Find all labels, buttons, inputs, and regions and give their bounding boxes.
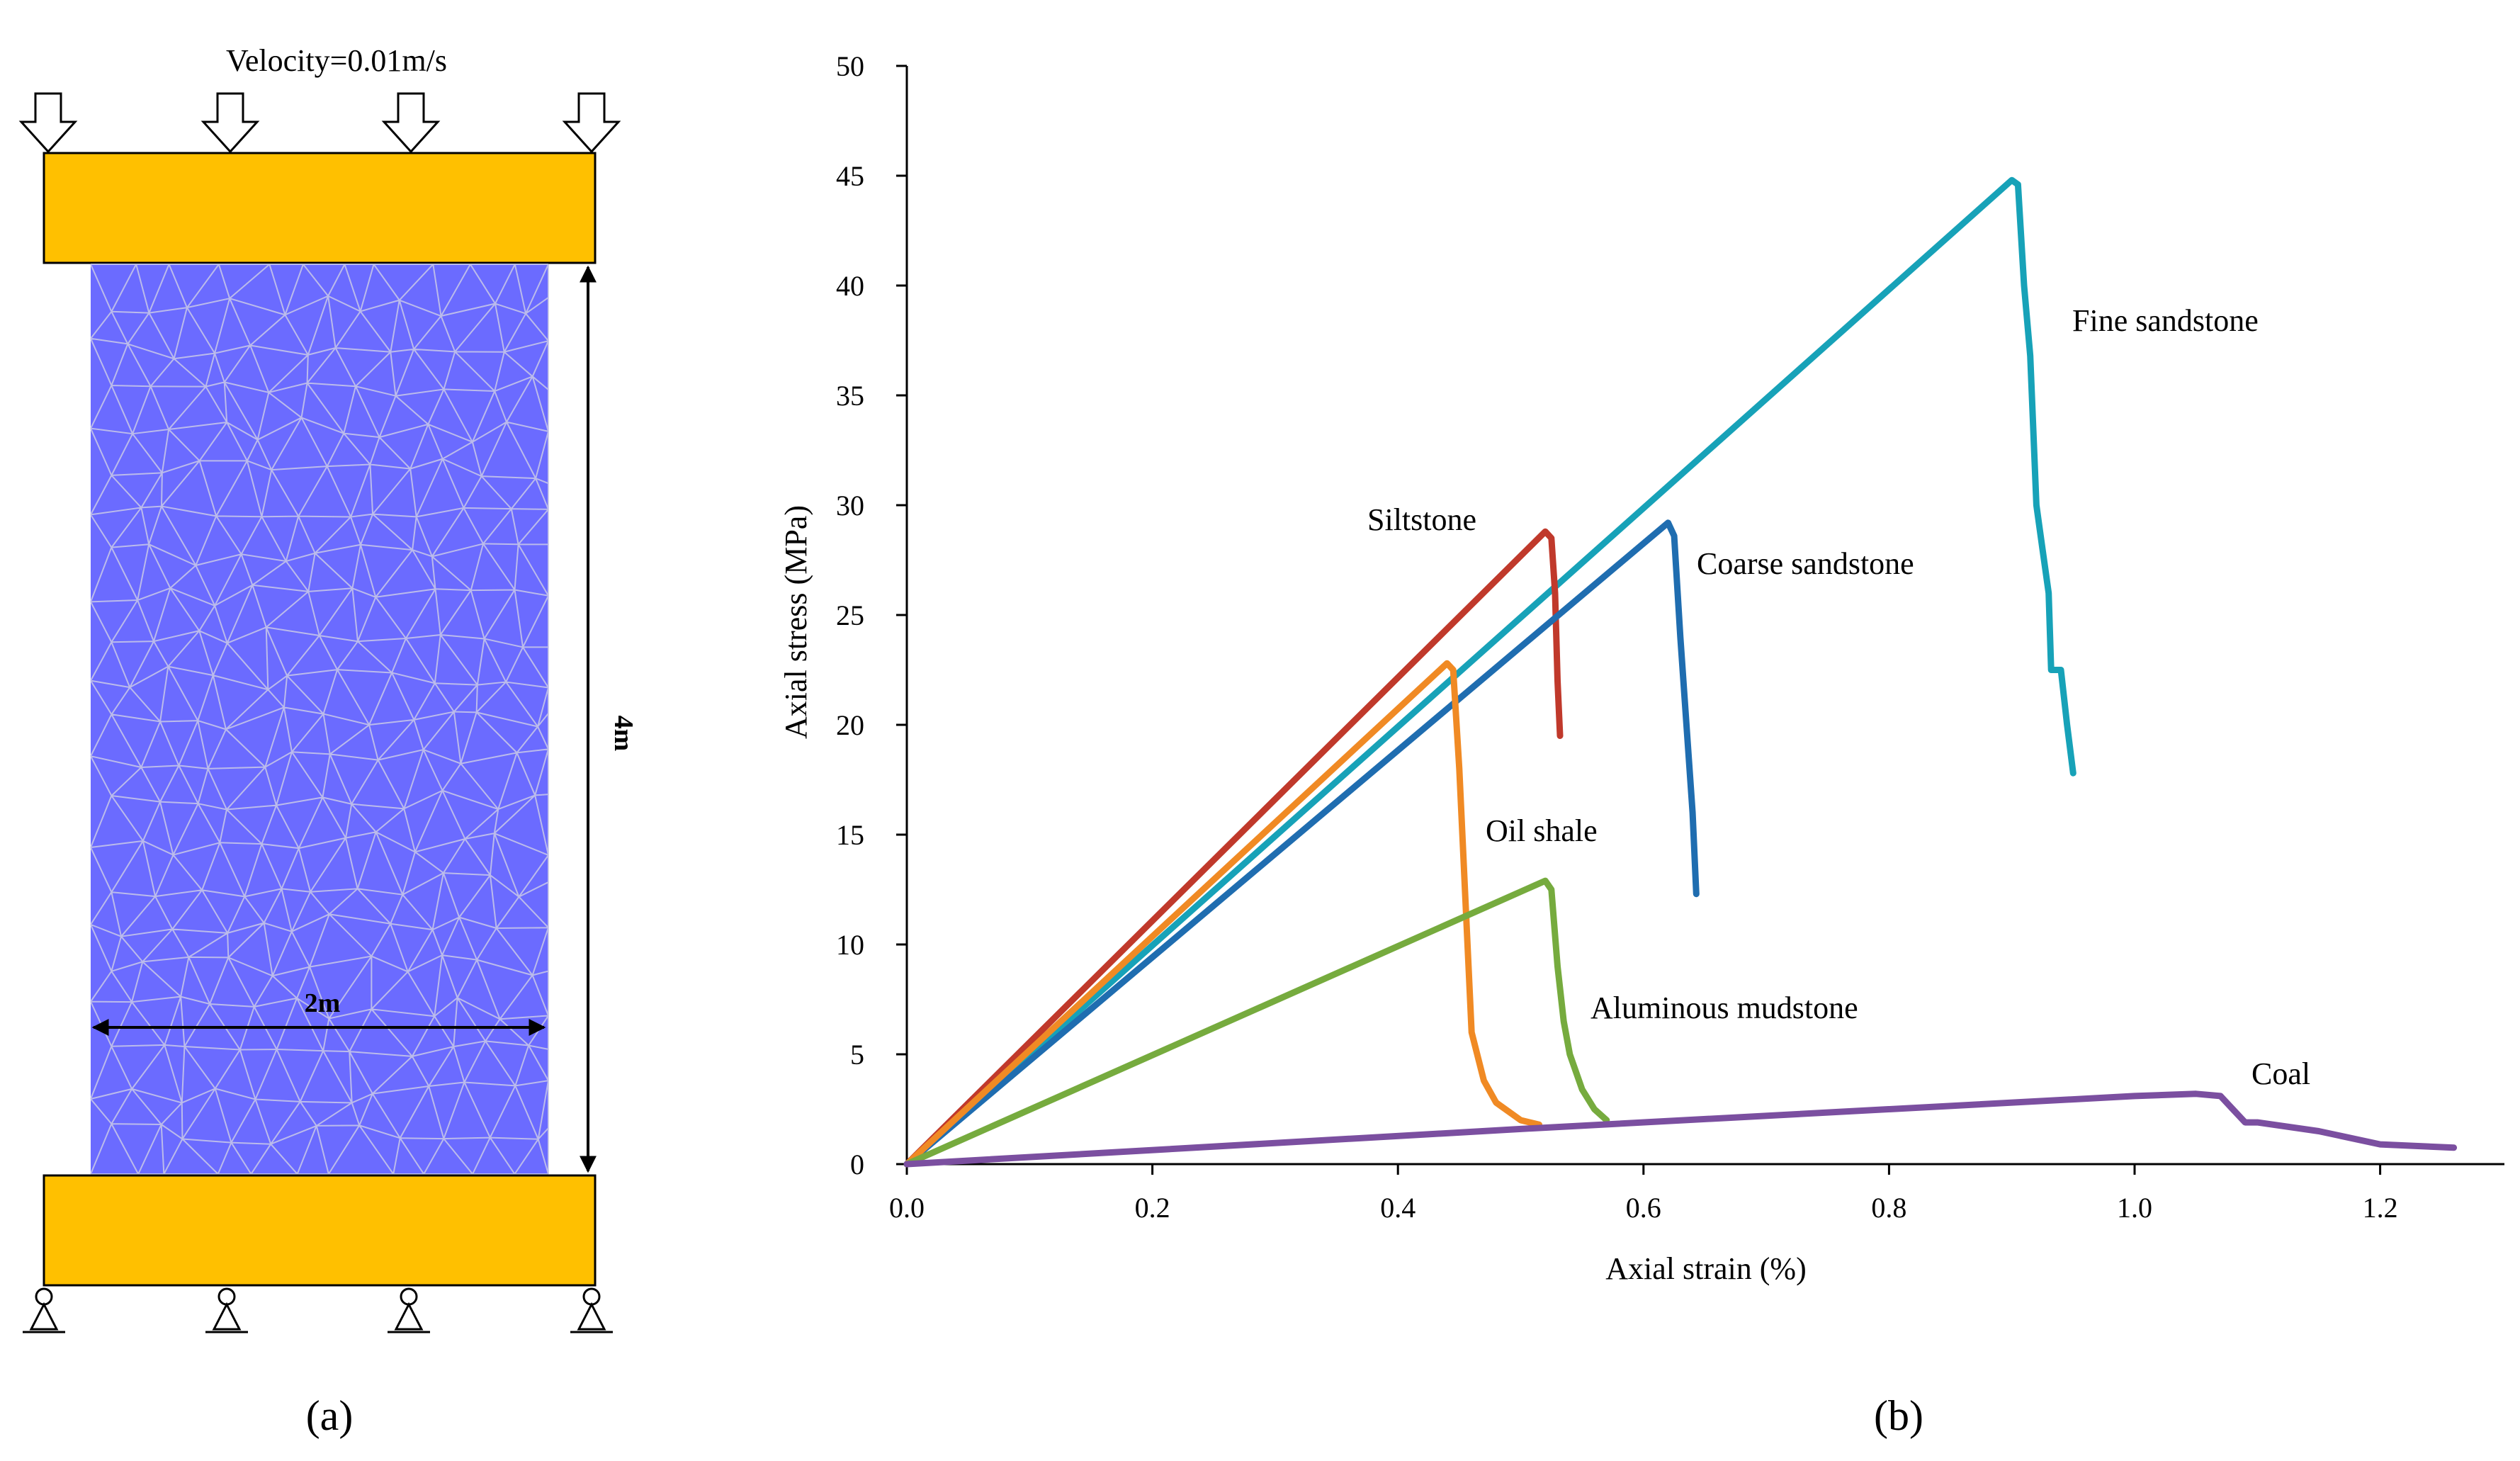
y-tick-label: 30 (836, 490, 864, 521)
pin-supports (23, 1287, 613, 1333)
y-tick-label: 50 (836, 50, 864, 82)
pin-support-icon (35, 1287, 53, 1306)
panel-a-label: (a) (306, 1392, 354, 1439)
y-tick-label: 20 (836, 709, 864, 741)
load-arrow-icon (381, 92, 441, 154)
x-tick-label: 0.8 (1871, 1192, 1906, 1224)
series-layer (903, 176, 2458, 1168)
series-label-coarse-sandstone: Coarse sandstone (1697, 546, 1914, 581)
y-tick-label: 45 (836, 160, 864, 192)
series-line-coal (903, 1090, 2458, 1168)
load-arrow-icon (18, 92, 78, 154)
load-arrow-icon (562, 92, 621, 154)
panel-b-chart: 0 5 10 15 20 25 30 35 40 45 50 0.0 0.2 0.4 0.6 0.8 1.0 1.… (779, 50, 2504, 1439)
y-tick-label: 35 (836, 380, 864, 412)
pin-support-icon (582, 1287, 601, 1306)
y-tick-label: 0 (850, 1149, 864, 1180)
support-triangle-icon (212, 1302, 242, 1331)
x-tick-label: 1.0 (2117, 1192, 2152, 1224)
chart-axes: 0 5 10 15 20 25 30 35 40 45 50 0.0 0.2 0.4 0.6 0.8 1.0 1.… (836, 50, 2504, 1224)
y-tick-label: 10 (836, 929, 864, 961)
load-arrow-icon (200, 92, 260, 154)
series-line-fine-sandstone (903, 176, 2077, 1168)
series-label-aluminous-mudstone: Aluminous mudstone (1590, 991, 1858, 1025)
series-line-siltstone (903, 528, 1564, 1168)
top-loading-plate (43, 152, 597, 264)
voronoi-mesh (90, 264, 549, 1175)
series-line-aluminous-mudstone (903, 877, 1610, 1168)
series-label-oil-shale: Oil shale (1486, 813, 1598, 848)
pin-support-icon (217, 1287, 236, 1306)
y-tick-label: 15 (836, 819, 864, 851)
series-labels: Fine sandstone Siltstone Coarse sandstone O… (1367, 303, 2310, 1091)
bottom-support-plate (43, 1174, 597, 1287)
support-triangle-icon (577, 1302, 606, 1331)
panel-a-schematic: Velocity=0.01m/s 2m 4m (a) (18, 43, 638, 1439)
panel-b-label: (b) (1874, 1392, 1923, 1439)
y-tick-label: 25 (836, 599, 864, 631)
y-tick-label: 5 (850, 1039, 864, 1071)
x-tick-label: 0.4 (1380, 1192, 1416, 1224)
width-dimension-label: 2m (305, 988, 341, 1018)
height-dimension-label: 4m (609, 716, 638, 752)
x-tick-label: 0.0 (889, 1192, 925, 1224)
x-tick-label: 1.2 (2363, 1192, 2398, 1224)
support-triangle-icon (394, 1302, 424, 1331)
y-axis-title: Axial stress (MPa) (779, 505, 813, 739)
load-arrows (18, 92, 621, 154)
velocity-label: Velocity=0.01m/s (226, 43, 447, 78)
series-label-coal: Coal (2251, 1056, 2310, 1091)
mesh-lines (90, 264, 549, 1175)
pin-support-icon (400, 1287, 418, 1306)
series-label-fine-sandstone: Fine sandstone (2072, 303, 2259, 338)
x-tick-label: 0.2 (1135, 1192, 1170, 1224)
support-triangle-icon (29, 1302, 59, 1331)
y-tick-label: 40 (836, 270, 864, 302)
x-axis-title: Axial strain (%) (1605, 1251, 1806, 1286)
series-label-siltstone: Siltstone (1367, 502, 1476, 537)
series-line-oil-shale (903, 660, 1542, 1168)
series-line-coarse-sandstone (903, 519, 1700, 1168)
x-tick-label: 0.6 (1626, 1192, 1661, 1224)
